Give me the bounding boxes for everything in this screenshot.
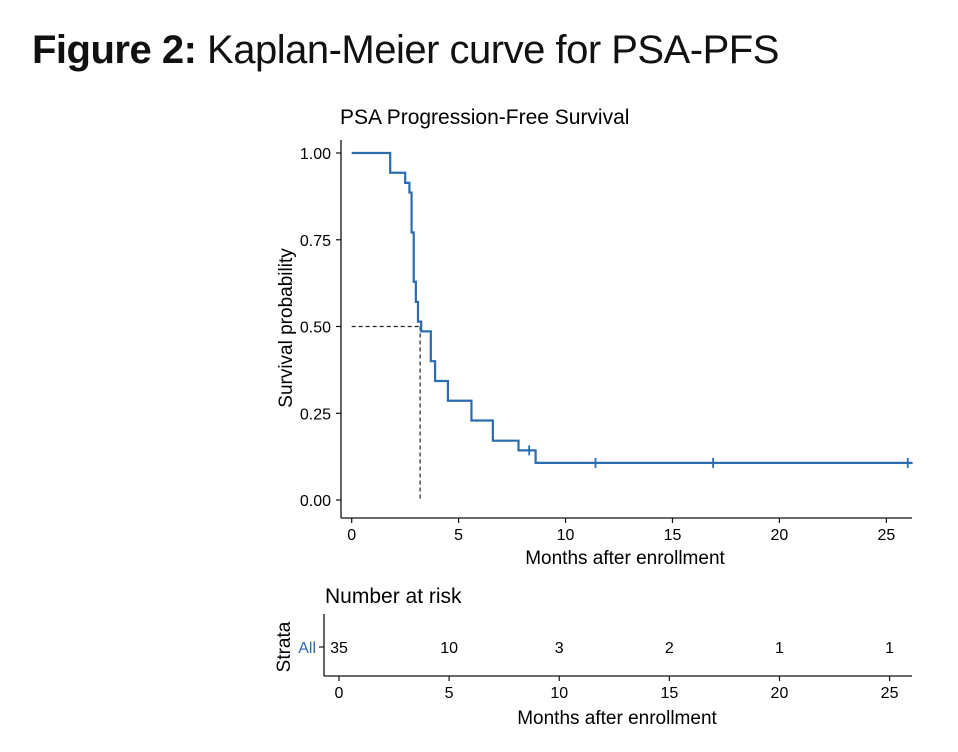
risk-strata-label: All bbox=[298, 640, 316, 657]
y-tick-label: 0.75 bbox=[300, 233, 331, 250]
x-tick-label: 5 bbox=[454, 527, 463, 544]
risk-x-tick-label: 15 bbox=[660, 685, 678, 702]
x-tick-label: 25 bbox=[877, 527, 895, 544]
risk-count: 3 bbox=[555, 640, 564, 657]
risk-count: 10 bbox=[440, 640, 458, 657]
figure-caption: Kaplan-Meier curve for PSA-PFS bbox=[207, 28, 779, 72]
censor-mark bbox=[902, 457, 913, 468]
censor-mark bbox=[524, 445, 535, 456]
risk-count: 2 bbox=[665, 640, 674, 657]
risk-count: 35 bbox=[330, 640, 348, 657]
y-tick-label: 1.00 bbox=[300, 146, 331, 163]
x-tick-label: 15 bbox=[664, 527, 682, 544]
x-tick-label: 10 bbox=[557, 527, 575, 544]
risk-x-tick-label: 5 bbox=[445, 685, 454, 702]
censor-mark bbox=[708, 457, 719, 468]
figure-label: Figure 2: bbox=[32, 28, 197, 72]
y-tick-label: 0.25 bbox=[300, 406, 331, 423]
risk-table-x-label: Months after enrollment bbox=[517, 708, 717, 729]
risk-x-tick-label: 20 bbox=[771, 685, 789, 702]
figure-title: Figure 2: Kaplan-Meier curve for PSA-PFS bbox=[32, 28, 779, 73]
risk-table-y-label: Strata bbox=[274, 621, 295, 672]
risk-count: 1 bbox=[775, 640, 784, 657]
risk-count: 1 bbox=[885, 640, 894, 657]
risk-x-tick-label: 25 bbox=[881, 685, 899, 702]
y-axis-label: Survival probability bbox=[276, 248, 297, 408]
risk-x-tick-label: 0 bbox=[335, 685, 344, 702]
y-tick-label: 0.00 bbox=[300, 493, 331, 510]
x-axis-label: Months after enrollment bbox=[525, 548, 725, 569]
x-tick-label: 20 bbox=[771, 527, 789, 544]
chart-title: PSA Progression-Free Survival bbox=[340, 106, 629, 129]
y-tick-label: 0.50 bbox=[300, 320, 331, 337]
censor-mark bbox=[590, 457, 601, 468]
risk-x-tick-label: 10 bbox=[550, 685, 568, 702]
risk-table-title: Number at risk bbox=[325, 585, 462, 608]
survival-curve bbox=[351, 151, 912, 464]
x-tick-label: 0 bbox=[347, 527, 356, 544]
